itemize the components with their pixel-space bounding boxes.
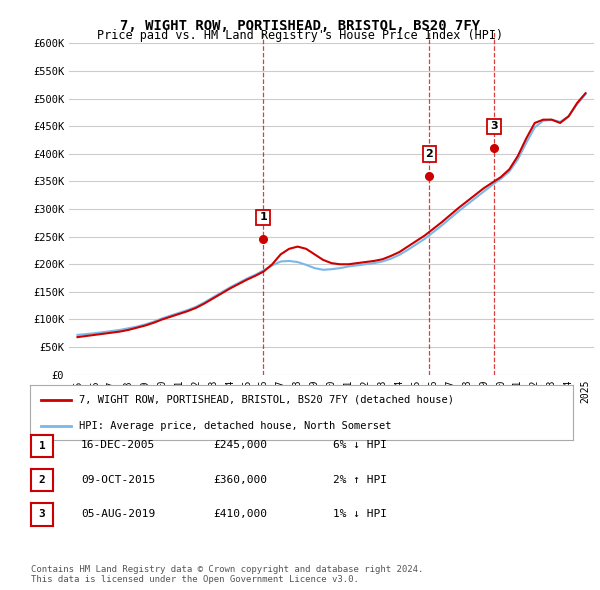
Text: 3: 3 <box>490 122 498 132</box>
Text: £410,000: £410,000 <box>213 509 267 519</box>
Text: Price paid vs. HM Land Registry's House Price Index (HPI): Price paid vs. HM Land Registry's House … <box>97 30 503 42</box>
Text: 1% ↓ HPI: 1% ↓ HPI <box>333 509 387 519</box>
Text: 6% ↓ HPI: 6% ↓ HPI <box>333 441 387 450</box>
Text: 05-AUG-2019: 05-AUG-2019 <box>81 509 155 519</box>
Text: 7, WIGHT ROW, PORTISHEAD, BRISTOL, BS20 7FY: 7, WIGHT ROW, PORTISHEAD, BRISTOL, BS20 … <box>120 19 480 33</box>
Text: £245,000: £245,000 <box>213 441 267 450</box>
Text: 09-OCT-2015: 09-OCT-2015 <box>81 475 155 484</box>
Text: 7, WIGHT ROW, PORTISHEAD, BRISTOL, BS20 7FY (detached house): 7, WIGHT ROW, PORTISHEAD, BRISTOL, BS20 … <box>79 395 454 405</box>
Text: 2: 2 <box>38 476 46 485</box>
Text: 3: 3 <box>38 510 46 519</box>
Text: 16-DEC-2005: 16-DEC-2005 <box>81 441 155 450</box>
Text: 1: 1 <box>38 441 46 451</box>
Text: Contains HM Land Registry data © Crown copyright and database right 2024.
This d: Contains HM Land Registry data © Crown c… <box>31 565 424 584</box>
Text: £360,000: £360,000 <box>213 475 267 484</box>
Text: 2% ↑ HPI: 2% ↑ HPI <box>333 475 387 484</box>
Text: 1: 1 <box>259 212 267 222</box>
Text: 2: 2 <box>425 149 433 159</box>
Text: HPI: Average price, detached house, North Somerset: HPI: Average price, detached house, Nort… <box>79 421 391 431</box>
